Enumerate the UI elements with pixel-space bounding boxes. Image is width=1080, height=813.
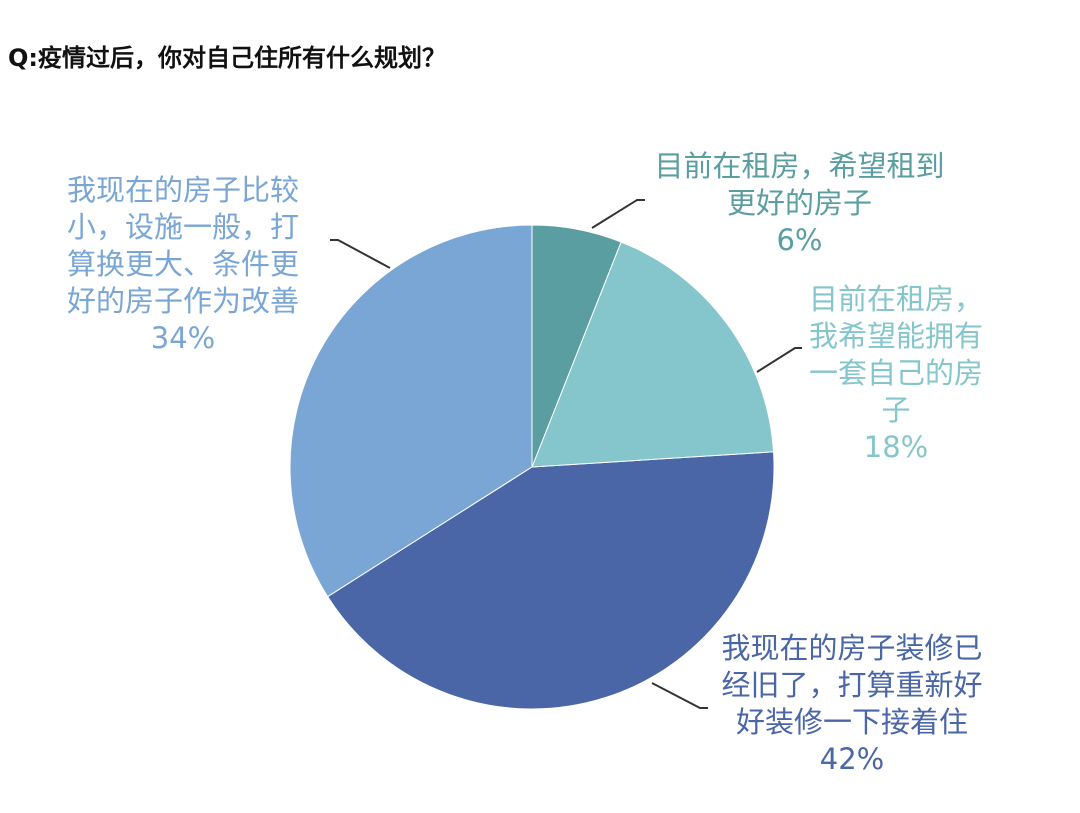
value-label: 34% xyxy=(150,321,216,355)
slice-label: 我现在的房子比较小，设施一般，打算换更大、条件更好的房子作为改善 34% xyxy=(64,172,302,357)
chart-title: Q:疫情过后，你对自己住所有什么规划？ xyxy=(8,44,446,72)
pie-slice xyxy=(531,224,622,468)
leader-line xyxy=(651,682,708,709)
leader-line xyxy=(591,199,645,229)
leader-line xyxy=(756,347,802,373)
slice-label: 目前在租房，希望租到更好的房子 6% xyxy=(652,148,947,259)
value-label: 6% xyxy=(776,223,823,257)
slice-label: 目前在租房，我希望能拥有一套自己的房子 18% xyxy=(805,281,987,466)
value-label: 42% xyxy=(819,742,885,776)
category-label: 目前在租房，我希望能拥有一套自己的房子 xyxy=(808,282,983,427)
pie-slice xyxy=(289,224,533,598)
category-label: 我现在的房子比较小，设施一般，打算换更大、条件更好的房子作为改善 xyxy=(66,173,299,318)
pie-slice xyxy=(531,241,775,468)
leader-line xyxy=(330,239,391,269)
category-label: 我现在的房子装修已经旧了，打算重新好好装修一下接着住 xyxy=(721,631,983,739)
category-label: 目前在租房，希望租到更好的房子 xyxy=(654,149,945,220)
slice-label: 我现在的房子装修已经旧了，打算重新好好装修一下接着住 42% xyxy=(718,630,986,778)
value-label: 18% xyxy=(863,430,929,464)
pie-slice xyxy=(326,451,775,710)
